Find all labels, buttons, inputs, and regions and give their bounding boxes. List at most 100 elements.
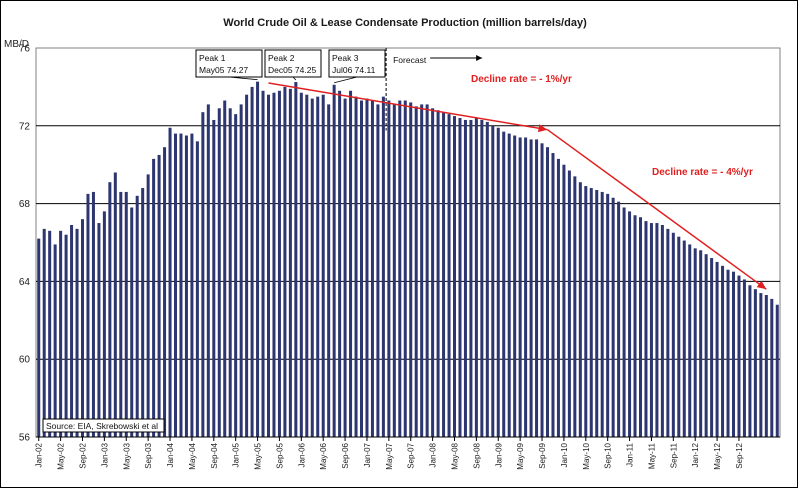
bar [360, 100, 364, 438]
bar [81, 219, 85, 437]
bar [37, 238, 41, 437]
peak-annotation-leader [228, 76, 258, 81]
bar [633, 215, 637, 437]
x-tick-label: Jan-10 [560, 442, 569, 467]
bar [524, 137, 528, 437]
bar [710, 258, 714, 437]
bar [102, 211, 106, 437]
bar [485, 121, 489, 437]
decline-rate-label-2: Decline rate = - 4%/yr [652, 167, 753, 178]
x-tick-label: Sep-07 [407, 442, 416, 468]
bar [458, 118, 462, 438]
bar [546, 147, 550, 437]
axes: 56 60 64 68 72 76 Jan-02 May-02 Sep-02 Jan-03 May-… [19, 44, 780, 470]
bar [310, 98, 314, 437]
bar [354, 96, 358, 438]
x-tick-label: Jan-08 [429, 442, 438, 467]
bar [245, 94, 249, 438]
bar [748, 285, 752, 437]
peak-annotation-label: Peak 1 [199, 53, 226, 63]
bar [223, 100, 227, 438]
bar [53, 244, 57, 437]
bar [431, 108, 435, 437]
bar [48, 230, 52, 437]
peak-annotation-label: Peak 2 [268, 53, 295, 63]
bar [152, 158, 156, 437]
x-tick-label: Sep-06 [341, 442, 350, 468]
x-tick-label: May-05 [254, 442, 263, 469]
y-tick-label: 68 [19, 199, 31, 210]
bar [277, 90, 281, 437]
bar [119, 191, 123, 437]
bar [272, 92, 276, 437]
x-tick-label: May-06 [319, 442, 328, 469]
bar [250, 86, 254, 438]
bar [540, 143, 544, 437]
bar [179, 133, 183, 437]
bar [420, 104, 424, 437]
bar [660, 224, 664, 437]
bar [513, 135, 517, 437]
bar [535, 139, 539, 438]
x-tick-label: Jan-05 [232, 442, 241, 467]
bar [70, 224, 74, 437]
bar [59, 230, 63, 437]
bar [414, 106, 418, 437]
bar [327, 104, 331, 437]
bar [628, 211, 632, 437]
decline-arrow-2 [547, 129, 767, 290]
decline-arrow-2-head [756, 280, 767, 290]
x-tick-label: Jan-04 [166, 442, 175, 467]
bar [338, 90, 342, 437]
bar [64, 234, 68, 437]
x-tick-label: May-12 [713, 442, 722, 469]
source-box [42, 418, 165, 433]
bar [97, 223, 101, 437]
bar [759, 293, 763, 437]
bar [518, 137, 522, 437]
x-tick-label: Jan-11 [626, 442, 635, 466]
bar [507, 133, 511, 437]
x-tick-label: May-02 [57, 442, 66, 469]
bar [622, 207, 626, 437]
bar [124, 191, 128, 437]
peak-annotation-box [264, 49, 322, 78]
bar-series [37, 81, 779, 438]
y-tick-label: 72 [19, 121, 31, 132]
decline-rate-label-1: Decline rate = - 1%/yr [471, 74, 572, 85]
bar [267, 94, 271, 438]
x-tick-label: Sep-03 [144, 442, 153, 468]
bar [409, 102, 413, 438]
chart-title: World Crude Oil & Lease Condensate Produ… [223, 17, 587, 29]
bar [387, 100, 391, 438]
x-tick-label: Sep-05 [275, 442, 284, 468]
bar [753, 289, 757, 437]
x-tick-label: Jan-07 [363, 442, 372, 467]
bar [305, 94, 309, 438]
bar [174, 133, 178, 437]
bar [184, 135, 188, 437]
bar [163, 147, 167, 437]
x-tick-label: May-11 [647, 442, 656, 469]
bar [649, 223, 653, 437]
bar [600, 191, 604, 437]
bar [294, 82, 298, 437]
bar [764, 295, 768, 437]
bar [332, 84, 336, 437]
bar [573, 176, 577, 437]
bar [447, 114, 451, 437]
bar [611, 197, 615, 437]
bar [146, 174, 150, 438]
bar [491, 125, 495, 438]
bar [671, 232, 675, 437]
source-text: Source: EIA, Skrebowski et al [46, 421, 158, 431]
x-tick-label: Sep-02 [79, 442, 88, 468]
x-tick-label: Sep-08 [472, 442, 481, 468]
bar [288, 88, 292, 437]
bar [168, 127, 172, 438]
bar [693, 248, 697, 437]
bar [682, 240, 686, 437]
bar [190, 133, 194, 437]
bar [381, 96, 385, 438]
